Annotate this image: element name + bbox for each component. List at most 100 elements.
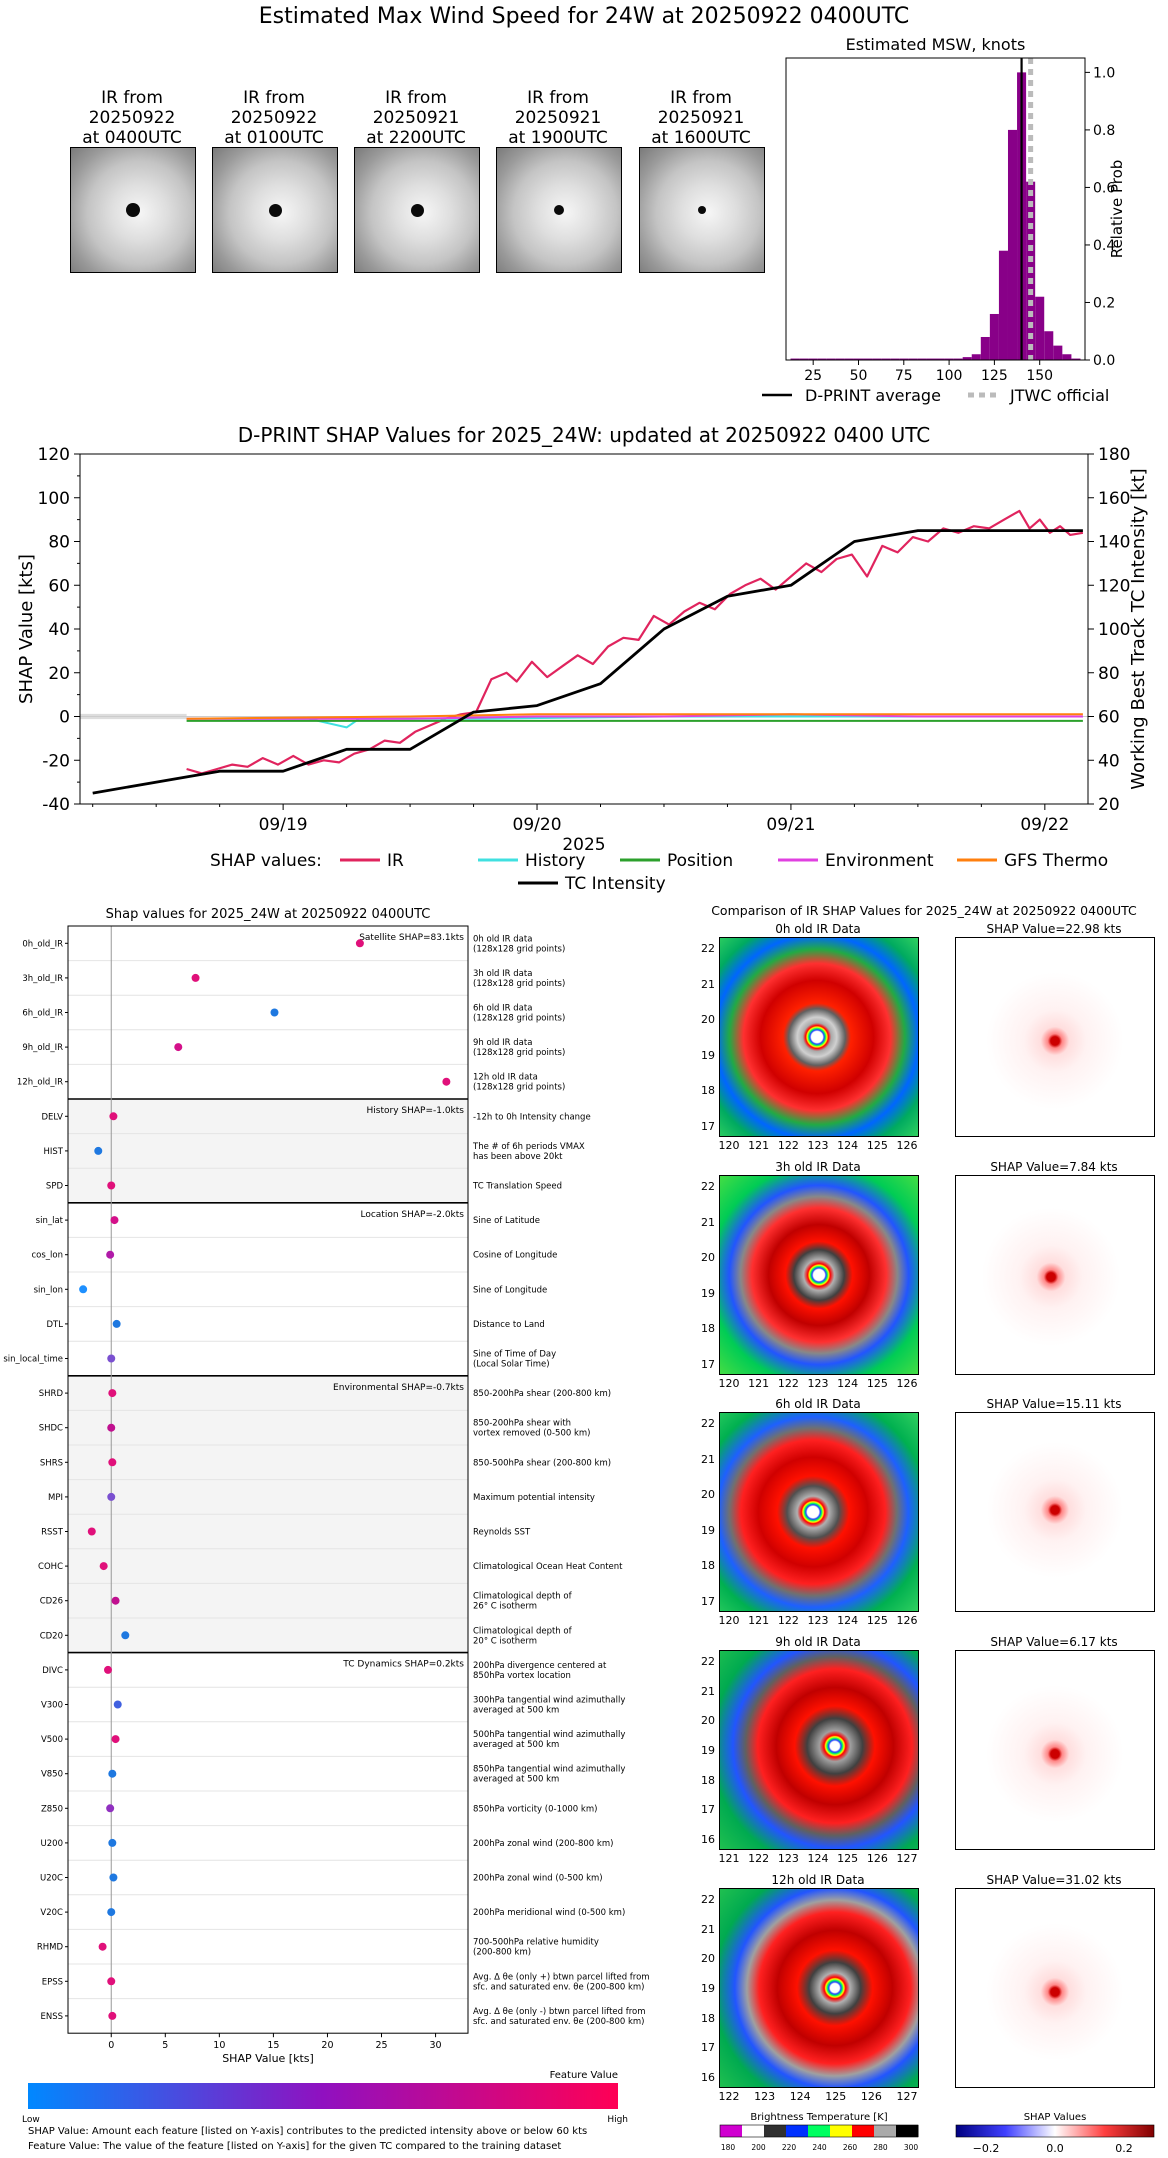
feature-label: 3h_old_IR xyxy=(22,974,63,984)
histogram-bar xyxy=(917,358,927,360)
histogram-bar xyxy=(826,358,836,360)
ir-thumbnail-caption: IR from 20250922 at 0100UTC xyxy=(209,88,339,148)
ir-y-tick-label: 17 xyxy=(701,1358,715,1371)
ir-x-tick-label: 122 xyxy=(777,1614,799,1627)
feature-dot xyxy=(108,1389,117,1398)
x-tick-label: 75 xyxy=(895,368,913,384)
ir-y-tick-label: 22 xyxy=(701,1655,715,1668)
feature-description: Reynolds SST xyxy=(473,1528,531,1538)
ir-panel-title: 9h old IR Data xyxy=(775,1635,861,1649)
ir-x-tick-label: 121 xyxy=(748,1614,770,1627)
feature-dot xyxy=(107,1492,116,1501)
y-tick-label: 20 xyxy=(48,664,70,684)
histogram-bar xyxy=(835,358,845,360)
feature-description: -12h to 0h Intensity change xyxy=(473,1112,591,1122)
feature-label: EPSS xyxy=(42,1977,63,1987)
histogram-frame xyxy=(785,57,1086,361)
footnote-shap: SHAP Value: Amount each feature [listed … xyxy=(28,2126,588,2137)
bt-colorbar-segment xyxy=(852,2125,875,2137)
shap-panel-title: SHAP Value=22.98 kts xyxy=(986,922,1122,936)
feature-description: 200hPa divergence centered at xyxy=(473,1661,607,1671)
group-label: History SHAP=-1.0kts xyxy=(367,1106,465,1116)
feature-label: MPI xyxy=(48,1493,63,1503)
bt-colorbar-segment xyxy=(830,2125,853,2137)
ir-data-panel xyxy=(719,1650,919,1850)
histogram-bar xyxy=(953,358,963,360)
feature-description: The # of 6h periods VMAX xyxy=(472,1142,585,1152)
caption-line: 20250922 xyxy=(88,108,176,128)
ir-x-tick-label: 121 xyxy=(748,1139,770,1152)
ir-x-tick-label: 120 xyxy=(718,1139,740,1152)
ir-y-tick-label: 21 xyxy=(701,977,715,991)
line-chart-frame xyxy=(79,453,1089,805)
ir-x-tick-label: 120 xyxy=(718,1614,740,1627)
feature-label: DTL xyxy=(47,1320,64,1330)
ir-y-tick-label: 21 xyxy=(701,1922,715,1936)
ir-y-tick-label: 18 xyxy=(701,2011,715,2025)
feature-dot xyxy=(98,1942,107,1951)
bt-colorbar-segment xyxy=(874,2125,897,2137)
feature-label: DIVC xyxy=(42,1666,63,1676)
feature-description: 20° C isotherm xyxy=(473,1636,537,1646)
x-tick-label: 09/21 xyxy=(766,815,815,835)
feature-description: Cosine of Longitude xyxy=(473,1251,557,1261)
ir-x-tick-label: 123 xyxy=(807,1377,829,1390)
group-label: Location SHAP=-2.0kts xyxy=(360,1210,464,1220)
colorbar-title: Feature Value xyxy=(550,2070,618,2081)
caption-line: at 1600UTC xyxy=(651,128,751,148)
histogram-bar xyxy=(799,358,809,360)
x-tick-label: 100 xyxy=(936,368,963,384)
feature-label: HIST xyxy=(44,1147,64,1157)
ir-x-tick-label: 124 xyxy=(837,1377,859,1390)
ir-y-tick-label: 16 xyxy=(701,2071,715,2084)
ir-y-tick-label: 20 xyxy=(701,1952,715,1966)
bt-colorbar-segment xyxy=(786,2125,809,2137)
eye-mark xyxy=(554,205,564,215)
histogram-bar xyxy=(899,358,909,360)
histogram-bar xyxy=(1053,345,1063,360)
shap-panel-title: SHAP Value=15.11 kts xyxy=(986,1397,1122,1411)
ir-y-tick-label: 19 xyxy=(701,1286,715,1300)
ir-x-tick-label: 123 xyxy=(807,1614,829,1627)
histogram-title: Estimated MSW, knots xyxy=(846,35,1026,54)
y-tick-label: 0.8 xyxy=(1093,123,1115,139)
page-title: Estimated Max Wind Speed for 24W at 2025… xyxy=(258,4,910,29)
ir-x-tick-label: 122 xyxy=(777,1139,799,1152)
bt-colorbar-segment xyxy=(742,2125,765,2137)
bt-colorbar-tick: 180 xyxy=(721,2143,736,2152)
caption-line: at 2200UTC xyxy=(366,128,466,148)
ir-y-tick-label: 19 xyxy=(701,1982,715,1995)
feature-description: Climatological depth of xyxy=(473,1626,573,1636)
feature-label: 0h_old_IR xyxy=(22,939,63,949)
eye-mark xyxy=(698,206,706,214)
histogram-bar xyxy=(817,358,827,360)
bt-colorbar-segment xyxy=(764,2125,787,2137)
histogram-bar xyxy=(872,358,882,360)
feature-description: 300hPa tangential wind azimuthally xyxy=(473,1696,625,1706)
histogram-bar xyxy=(890,358,900,360)
y-tick-label: 120 xyxy=(38,445,70,465)
feature-label: RHMD xyxy=(37,1943,64,1953)
bt-colorbar-frame xyxy=(719,2124,919,2138)
shap-value-panel xyxy=(955,1650,1155,1850)
shap-colorbar xyxy=(955,2124,1155,2138)
ir-x-tick-label: 127 xyxy=(896,1852,918,1865)
ir-y-tick-label: 22 xyxy=(701,1180,715,1193)
y-tick-label: 0.6 xyxy=(1093,180,1115,196)
shap-colorbar-tick: −0.2 xyxy=(973,2142,1000,2155)
y2-axis-label: Working Best Track TC Intensity [kt] xyxy=(1128,468,1149,789)
ir-x-tick-label: 126 xyxy=(896,1377,918,1390)
feature-description: (200-800 km) xyxy=(473,1948,531,1958)
ir-data-panel xyxy=(719,1888,919,2088)
y-tick-label: 0.0 xyxy=(1093,353,1115,369)
feature-description: Maximum potential intensity xyxy=(473,1493,595,1503)
group-label: Satellite SHAP=83.1kts xyxy=(359,933,464,943)
feature-label: V20C xyxy=(40,1908,63,1918)
feature-dot xyxy=(108,1458,117,1467)
ir-x-tick-label: 124 xyxy=(789,2090,811,2103)
feature-description: 850-500hPa shear (200-800 km) xyxy=(473,1458,611,1468)
feature-description: Climatological Ocean Heat Content xyxy=(473,1562,623,1572)
dot-chart-title: Shap values for 2025_24W at 20250922 040… xyxy=(106,907,431,922)
histogram-bar xyxy=(980,336,990,360)
feature-dot xyxy=(355,939,364,948)
